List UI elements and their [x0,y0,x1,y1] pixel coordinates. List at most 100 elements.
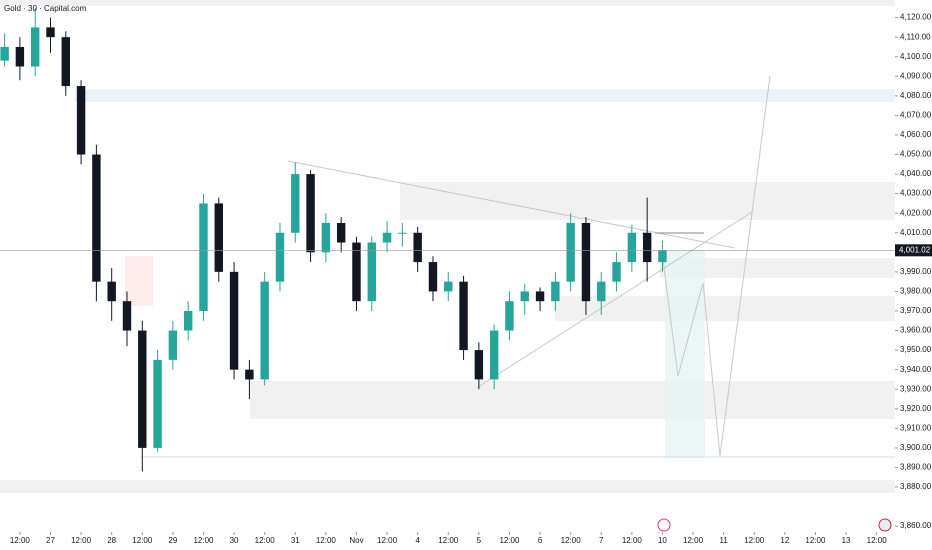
y-tick-label: 3,900.00 [900,443,932,452]
candle-body [336,222,346,243]
candle-body [444,281,453,292]
candle-body [245,369,254,380]
trend-line [477,211,753,388]
candle-body [505,301,514,331]
candle-body [535,291,545,302]
zone [555,296,895,321]
x-tick-label: 30 [230,536,239,545]
x-tick-label: 12:00 [71,536,92,545]
y-tick-label: 3,860.00 [900,521,932,530]
flag-icon [878,518,892,532]
y-tick-label: 4,100.00 [900,52,932,61]
x-tick-label: 12:00 [499,536,520,545]
y-tick-label: 3,890.00 [900,463,932,472]
candle-body [260,281,269,380]
candle-body [566,222,575,282]
zone [660,258,895,278]
candle-body [138,330,147,448]
event-icon [657,518,671,532]
candle-body [76,86,86,155]
zone [0,480,895,493]
y-tick-label: 4,040.00 [900,169,932,178]
x-tick-label: 6 [538,536,543,545]
x-tick-label: 10 [658,536,667,545]
candle-body [199,203,208,311]
candle-body [581,222,591,302]
y-tick-label: 4,050.00 [900,150,932,159]
y-tick-label: 3,880.00 [900,482,932,491]
candle-body [642,232,652,263]
y-tick-label: 4,070.00 [900,111,932,120]
candle-body [291,174,300,233]
x-tick-label: 12:00 [10,536,31,545]
candle-body [474,350,484,380]
x-tick-label: 12:00 [744,536,765,545]
candle-body [15,46,25,67]
candle-body [413,232,422,263]
x-tick-label: 12:00 [683,536,704,545]
last-price-label: 4,001.02 [899,245,931,254]
candle-body [153,359,162,448]
zone [0,0,895,6]
candle-body [229,271,239,370]
candle-body [183,310,193,331]
y-tick-label: 3,990.00 [900,267,932,276]
x-tick-label: 12:00 [561,536,582,545]
x-tick-label: 4 [415,536,420,545]
y-tick-label: 3,970.00 [900,306,932,315]
x-tick-label: 13 [842,536,851,545]
axis-bg [0,533,895,550]
projection [661,75,771,457]
candle-body [489,330,499,380]
x-tick-label: 12:00 [316,536,337,545]
x-tick-label: 12:00 [622,536,643,545]
plot [0,7,667,472]
candle-body [597,281,606,302]
y-tick-label: 3,950.00 [900,345,932,354]
candle-body [30,27,40,67]
x-tick-label: 12 [780,536,789,545]
x-tick-label: 27 [46,536,55,545]
candle-body [92,154,101,282]
x-tick-label: 12:00 [193,536,214,545]
chart-title: Gold · 30 · Capital.com [4,4,87,13]
y-tick-label: 3,980.00 [900,287,932,296]
candle-body [551,281,560,302]
candle-body [321,222,331,253]
zone [125,256,153,306]
candle-body [520,291,529,302]
x-tick-label: 12:00 [255,536,276,545]
y-tick-label: 3,960.00 [900,326,932,335]
x-tick-label: Nov [349,536,363,545]
y-tick-label: 3,930.00 [900,384,932,393]
candle-body [214,203,223,272]
candle-body [428,262,438,292]
candle-body [107,281,116,302]
candle-body [627,232,637,263]
y-tick-label: 3,940.00 [900,365,932,374]
y-tick-label: 4,120.00 [900,13,932,22]
y-tick-label: 4,080.00 [900,91,932,100]
x-tick-label: 12:00 [438,536,459,545]
x-tick-label: 31 [291,536,300,545]
y-tick-label: 4,020.00 [900,208,932,217]
candle-body [122,301,132,331]
zones [0,0,895,493]
y-tick-label: 3,920.00 [900,404,932,413]
candle-body [367,242,376,302]
candle-body [275,232,285,282]
candle-body [398,232,407,234]
candle-body [382,232,392,243]
y-tick-label: 4,010.00 [900,228,932,237]
zone [250,381,895,419]
candle-body [46,27,55,38]
x-tick-label: 29 [168,536,177,545]
x-tick-label: 12:00 [805,536,826,545]
y-tick-label: 4,060.00 [900,130,932,139]
candle-body [0,46,9,61]
x-tick-label: 12:00 [867,536,888,545]
zone [75,89,895,102]
drawings [287,75,771,457]
x-tick-label: 5 [477,536,482,545]
